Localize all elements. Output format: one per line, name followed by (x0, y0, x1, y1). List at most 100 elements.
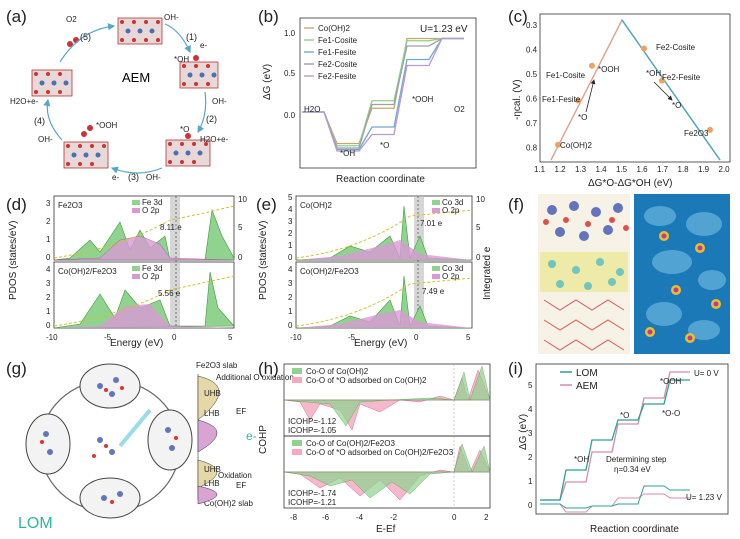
svg-text:4: 4 (288, 265, 293, 274)
y-tick-label: 0.5 (526, 70, 538, 79)
panel-g: (g) LOM Fe2O3 slab Co(OH)2 slab Addition… (6, 359, 294, 532)
svg-text:Co(OH)2 slab: Co(OH)2 slab (204, 499, 253, 508)
svg-text:*OOH: *OOH (598, 65, 620, 74)
svg-text:H2O+e-: H2O+e- (10, 97, 39, 106)
svg-text:1: 1 (288, 241, 293, 250)
panel-b-energy-profiles (302, 37, 464, 152)
fe3d-bottom-curve (53, 271, 235, 329)
svg-text:LOM: LOM (576, 368, 598, 379)
svg-text:-5: -5 (104, 333, 112, 342)
panel-i-label: (i) (508, 359, 523, 378)
o2-molecule-icon (67, 41, 73, 47)
svg-text:10: 10 (476, 195, 485, 204)
svg-text:Co-O of Co(OH)2: Co-O of Co(OH)2 (306, 367, 369, 376)
svg-text:H2O+e-: H2O+e- (200, 135, 229, 144)
svg-text:1: 1 (46, 307, 51, 316)
svg-text:1: 1 (528, 477, 533, 486)
panel-c-label: (c) (508, 7, 528, 26)
svg-text:2: 2 (288, 229, 293, 238)
svg-text:ICOHP=-1.21: ICOHP=-1.21 (288, 498, 337, 507)
svg-text:*O-O: *O-O (662, 409, 680, 418)
x-tick-label: 2.0 (719, 165, 731, 174)
panel-a: (a) (6, 7, 229, 182)
panel-b-label: (b) (258, 7, 279, 26)
svg-text:UHB: UHB (204, 465, 221, 474)
panel-f-label: (f) (508, 195, 524, 214)
electron-label: e- (246, 429, 257, 443)
svg-text:Oxidation: Oxidation (218, 471, 252, 480)
x-tick-label: 1.3 (575, 165, 587, 174)
volcano-point (659, 77, 665, 84)
svg-text:(5): (5) (80, 32, 91, 42)
svg-text:0: 0 (414, 333, 419, 342)
svg-text:*OOH: *OOH (660, 377, 682, 386)
svg-text:H2O: H2O (304, 105, 320, 114)
svg-text:Fe1-Fesite: Fe1-Fesite (542, 95, 581, 104)
svg-text:0: 0 (476, 253, 481, 262)
o2p-top-curve (53, 235, 235, 261)
svg-text:1: 1 (288, 307, 293, 316)
panel-f: (f) (508, 194, 730, 354)
svg-text:ICOHP=-1.05: ICOHP=-1.05 (288, 426, 337, 435)
svg-text:OH-: OH- (38, 135, 53, 144)
svg-text:O 2p: O 2p (142, 272, 160, 281)
svg-text:-2: -2 (390, 513, 398, 522)
volcano-point (707, 126, 713, 133)
crystal-slab-lower-left (63, 125, 109, 169)
svg-text:Reaction coordinate: Reaction coordinate (590, 524, 679, 535)
volcano-point (575, 97, 581, 104)
svg-text:-4: -4 (356, 513, 364, 522)
svg-text:3: 3 (288, 217, 293, 226)
panel-d-label: (d) (6, 195, 27, 214)
svg-text:0: 0 (46, 253, 51, 262)
svg-text:η=0.34 eV: η=0.34 eV (614, 465, 651, 474)
svg-text:*OH: *OH (340, 149, 355, 158)
svg-text:Integrated e: Integrated e (482, 246, 493, 300)
aem-title: AEM (122, 70, 150, 85)
svg-text:7.01 e: 7.01 e (420, 219, 443, 228)
svg-text:3: 3 (46, 279, 51, 288)
panel-b-legend: Co(OH)2 Fe1-Cosite Fe1-Fesite Fe2-Cosite… (304, 24, 358, 81)
svg-text:Determining step: Determining step (606, 455, 667, 464)
cohp-top-green (283, 365, 491, 427)
svg-text:5: 5 (466, 333, 471, 342)
y-tick-label: 0.7 (526, 119, 538, 128)
svg-text:Fe2O3: Fe2O3 (58, 201, 83, 210)
svg-text:Additional O oxidation: Additional O oxidation (216, 373, 294, 382)
svg-text:Fe1-Cosite: Fe1-Cosite (546, 71, 586, 80)
svg-text:*OH: *OH (174, 55, 189, 64)
svg-text:O 2p: O 2p (142, 206, 160, 215)
svg-text:*O: *O (180, 125, 189, 134)
svg-text:LHB: LHB (204, 479, 220, 488)
svg-text:Co(OH)2/Fe2O3: Co(OH)2/Fe2O3 (58, 267, 117, 276)
svg-text:Fe1-Cosite: Fe1-Cosite (318, 36, 358, 45)
svg-text:4: 4 (288, 205, 293, 214)
svg-text:5: 5 (228, 333, 233, 342)
panel-b: (b) U=1.23 eV Co(OH)2 Fe1-Cosite Fe1-Fes… (258, 7, 477, 185)
panel-h: (h) Co-O of Co(OH)2 Co-O of *O adsorbed … (258, 359, 491, 535)
crystal-slab-left (31, 69, 73, 97)
x-tick-label: 1.1 (534, 165, 546, 174)
svg-text:Fe2O3: Fe2O3 (684, 129, 709, 138)
x-tick-label: 1.6 (637, 165, 649, 174)
volcano-point (555, 141, 561, 148)
svg-text:EF: EF (236, 407, 246, 416)
panel-c-points (555, 45, 713, 148)
svg-text:2: 2 (46, 217, 51, 226)
panel-b-xlabel: Reaction coordinate (336, 174, 425, 185)
energy-profile-4 (302, 37, 464, 152)
panel-b-potential: U=1.23 eV (420, 24, 468, 35)
svg-text:e-: e- (112, 173, 119, 182)
x-tick-label: 1.9 (698, 165, 710, 174)
svg-text:5: 5 (528, 381, 533, 390)
svg-text:EF: EF (236, 481, 246, 490)
lom-title: LOM (18, 515, 53, 532)
panel-b-axes (299, 17, 477, 169)
svg-text:0: 0 (238, 253, 243, 262)
svg-text:PDOS (states/eV): PDOS (states/eV) (8, 221, 19, 300)
svg-text:O 2p: O 2p (442, 206, 460, 215)
svg-text:Co(OH)2: Co(OH)2 (318, 24, 351, 33)
volcano-left-line (550, 18, 721, 161)
svg-text:*OH: *OH (574, 455, 589, 464)
